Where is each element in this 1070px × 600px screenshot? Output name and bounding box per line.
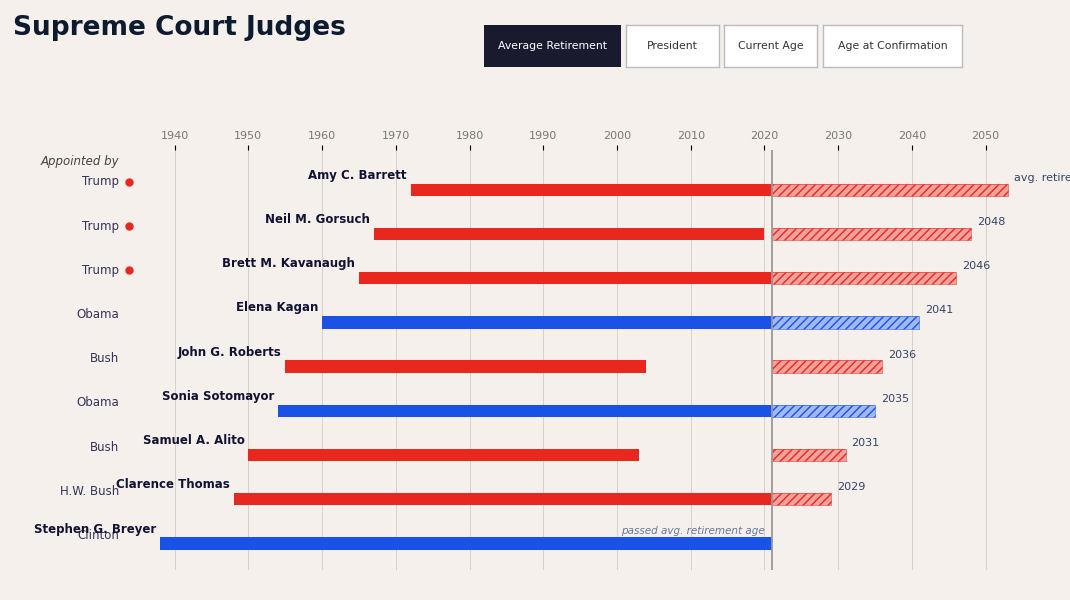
Text: Clinton: Clinton <box>77 529 120 542</box>
Text: Clarence Thomas: Clarence Thomas <box>117 478 230 491</box>
Text: Neil M. Gorsuch: Neil M. Gorsuch <box>265 213 370 226</box>
Bar <box>771 404 875 417</box>
Bar <box>771 361 883 373</box>
Text: Appointed by: Appointed by <box>41 155 120 167</box>
Bar <box>159 537 771 550</box>
Bar <box>771 184 1008 196</box>
Text: 2036: 2036 <box>888 350 916 359</box>
Bar <box>411 184 771 196</box>
Text: passed avg. retirement age: passed avg. retirement age <box>621 526 764 536</box>
Bar <box>771 361 883 373</box>
Bar <box>771 493 830 505</box>
Text: avg. retirement: 2053: avg. retirement: 2053 <box>1013 173 1070 183</box>
Bar <box>248 449 639 461</box>
Bar <box>771 228 970 240</box>
Bar <box>286 361 646 373</box>
Text: 2031: 2031 <box>852 438 880 448</box>
Bar <box>358 272 771 284</box>
Bar <box>771 449 845 461</box>
Text: 2046: 2046 <box>962 261 990 271</box>
Bar <box>771 404 875 417</box>
Text: Bush: Bush <box>90 352 120 365</box>
Bar <box>771 272 957 284</box>
Bar <box>771 449 845 461</box>
Text: President: President <box>647 41 698 51</box>
Text: Amy C. Barrett: Amy C. Barrett <box>308 169 407 182</box>
Text: Obama: Obama <box>77 308 120 321</box>
Bar <box>322 316 771 329</box>
Text: Trump: Trump <box>82 175 120 188</box>
Bar <box>771 316 919 329</box>
Text: Bush: Bush <box>90 440 120 454</box>
Text: Stephen G. Breyer: Stephen G. Breyer <box>34 523 156 536</box>
Bar <box>278 404 771 417</box>
Text: Brett M. Kavanaugh: Brett M. Kavanaugh <box>223 257 355 270</box>
Text: Obama: Obama <box>77 397 120 409</box>
Text: Average Retirement: Average Retirement <box>498 41 607 51</box>
Text: Current Age: Current Age <box>738 41 804 51</box>
Text: 2041: 2041 <box>926 305 953 316</box>
Bar <box>771 228 970 240</box>
Bar <box>233 493 771 505</box>
Bar <box>771 316 919 329</box>
Text: Trump: Trump <box>82 264 120 277</box>
Text: H.W. Bush: H.W. Bush <box>60 485 120 498</box>
Bar <box>373 228 764 240</box>
Text: Elena Kagan: Elena Kagan <box>236 301 319 314</box>
Text: John G. Roberts: John G. Roberts <box>178 346 281 359</box>
Text: 2035: 2035 <box>881 394 909 404</box>
Text: Supreme Court Judges: Supreme Court Judges <box>13 15 346 41</box>
Bar <box>771 184 1008 196</box>
Text: 2029: 2029 <box>837 482 865 492</box>
Bar <box>771 272 957 284</box>
Text: Sonia Sotomayor: Sonia Sotomayor <box>162 390 274 403</box>
Text: Trump: Trump <box>82 220 120 233</box>
Bar <box>771 493 830 505</box>
Text: Age at Confirmation: Age at Confirmation <box>838 41 947 51</box>
Text: Samuel A. Alito: Samuel A. Alito <box>142 434 245 447</box>
Text: 2048: 2048 <box>977 217 1005 227</box>
